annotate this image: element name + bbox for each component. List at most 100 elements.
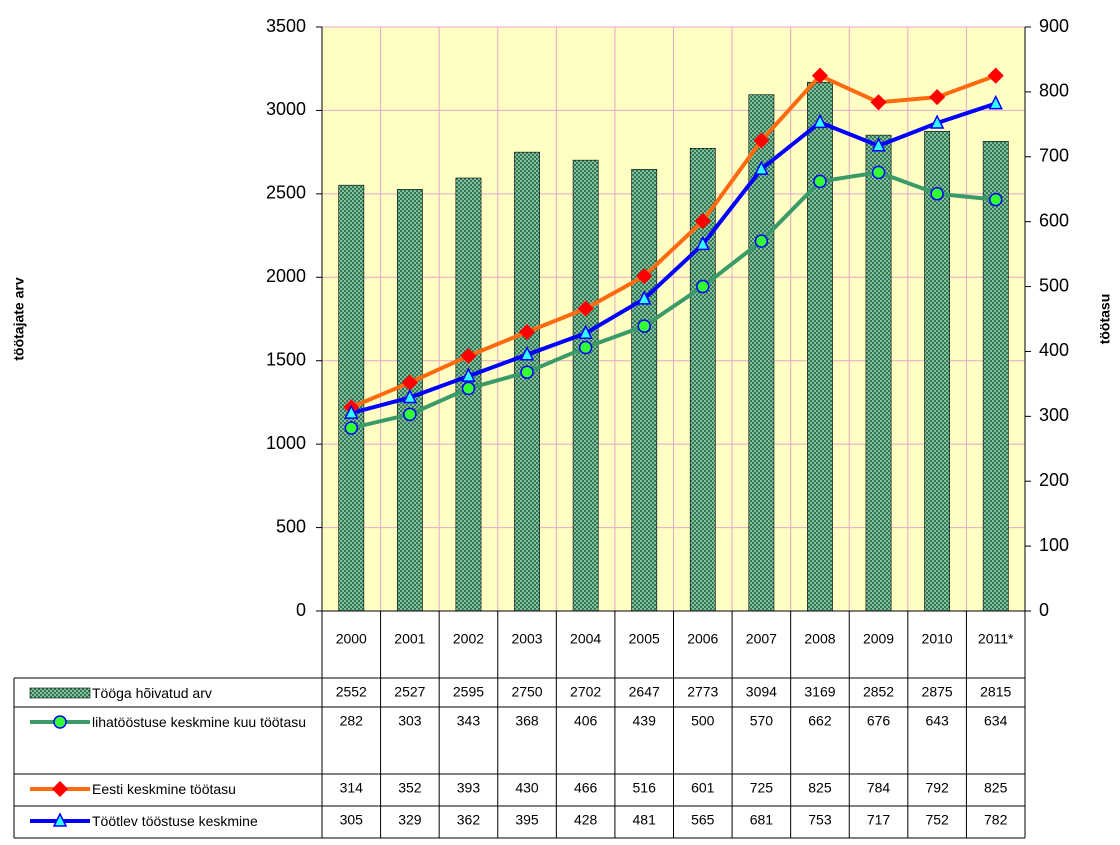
table-value: 681 bbox=[750, 812, 774, 828]
marker bbox=[636, 290, 652, 305]
table-value: 782 bbox=[984, 812, 1008, 828]
table-value: 601 bbox=[691, 780, 715, 796]
legend-label-box: Töötlev tööstuse keskmine bbox=[92, 813, 258, 829]
y-tick-label: 1000 bbox=[266, 433, 306, 453]
table-value: 393 bbox=[457, 780, 481, 796]
line bbox=[350, 73, 997, 410]
category-label: 2006 bbox=[687, 631, 718, 647]
marker bbox=[344, 404, 359, 419]
y-tick-label: 3000 bbox=[266, 99, 306, 119]
table-value: 2773 bbox=[687, 684, 718, 700]
legend-label: lihatööstuse keskmine kuu töötasu bbox=[92, 714, 307, 730]
table-value: 752 bbox=[925, 812, 949, 828]
table-value: 303 bbox=[398, 713, 422, 729]
table-value: 2647 bbox=[629, 684, 660, 700]
marker bbox=[813, 174, 827, 189]
marker bbox=[929, 114, 945, 129]
marker bbox=[694, 212, 711, 230]
marker bbox=[988, 94, 1003, 110]
table-value: 825 bbox=[808, 780, 832, 796]
y2-tick-label: 900 bbox=[1039, 16, 1069, 36]
table-value: 565 bbox=[691, 812, 715, 828]
table-value: 753 bbox=[808, 812, 832, 828]
marker bbox=[871, 165, 886, 180]
marker bbox=[51, 780, 69, 798]
table-value: 466 bbox=[574, 780, 598, 796]
legend-key bbox=[29, 687, 91, 699]
table-value: 725 bbox=[750, 780, 774, 796]
y-tick-label: 1500 bbox=[266, 349, 306, 369]
table-value: 368 bbox=[515, 713, 539, 729]
table-value: 406 bbox=[574, 713, 598, 729]
table-value: 395 bbox=[515, 812, 539, 828]
line bbox=[350, 101, 997, 416]
y2-tick-label: 600 bbox=[1039, 210, 1069, 230]
category-label: 2007 bbox=[746, 631, 777, 647]
y2-tick-label: 200 bbox=[1039, 470, 1069, 490]
table-value: 643 bbox=[925, 713, 949, 729]
table-value: 2527 bbox=[394, 684, 425, 700]
marker bbox=[812, 113, 828, 129]
table-value: 343 bbox=[457, 713, 481, 729]
marker bbox=[53, 715, 67, 729]
y2-tick-label: 700 bbox=[1039, 146, 1069, 166]
bar bbox=[807, 81, 833, 612]
marker bbox=[929, 89, 946, 106]
y-tick-label: 2000 bbox=[266, 266, 306, 286]
table-value: 352 bbox=[398, 780, 422, 796]
y-tick-label: 500 bbox=[276, 516, 306, 536]
marker bbox=[577, 300, 594, 317]
category-label: 2002 bbox=[453, 631, 484, 647]
marker bbox=[518, 323, 536, 341]
table-value: 784 bbox=[867, 780, 891, 796]
category-label: 2010 bbox=[922, 631, 953, 647]
legend-label: Töötlev tööstuse keskmine bbox=[92, 813, 258, 829]
table-value: 305 bbox=[340, 812, 364, 828]
marker bbox=[754, 160, 769, 175]
marker bbox=[871, 137, 886, 152]
marker bbox=[811, 67, 829, 84]
y2-tick-label: 400 bbox=[1039, 340, 1069, 360]
y2-axis-title: töötasu bbox=[1097, 294, 1113, 345]
y2-tick-label: 100 bbox=[1039, 535, 1069, 555]
marker bbox=[870, 94, 887, 111]
y2-tick-label: 0 bbox=[1039, 600, 1049, 620]
table-value: 717 bbox=[867, 812, 891, 828]
marker bbox=[461, 381, 476, 396]
table-value: 500 bbox=[691, 713, 715, 729]
marker bbox=[930, 187, 944, 201]
legend-label: Eesti keskmine töötasu bbox=[92, 781, 236, 797]
category-label: 2008 bbox=[804, 631, 835, 647]
category-label: 2003 bbox=[511, 631, 542, 647]
legend-label-box: Eesti keskmine töötasu bbox=[92, 781, 236, 797]
table-value: 329 bbox=[398, 812, 422, 828]
category-label: 2001 bbox=[394, 631, 425, 647]
table-value: 3094 bbox=[746, 684, 777, 700]
marker bbox=[520, 365, 534, 379]
y-axis-title: töötajate arv bbox=[11, 277, 27, 360]
table-value: 2815 bbox=[980, 684, 1011, 700]
table-value: 3169 bbox=[804, 684, 835, 700]
bar bbox=[924, 130, 951, 612]
marker bbox=[344, 421, 359, 435]
bar bbox=[865, 134, 892, 612]
table-value: 481 bbox=[633, 812, 657, 828]
table-value: 430 bbox=[515, 780, 539, 796]
category-label: 2009 bbox=[863, 631, 894, 647]
bar bbox=[982, 140, 1009, 612]
y-tick-label: 3500 bbox=[266, 16, 306, 36]
marker bbox=[636, 268, 653, 285]
marker bbox=[461, 367, 476, 382]
marker bbox=[695, 235, 711, 251]
table-value: 439 bbox=[633, 713, 657, 729]
bar bbox=[572, 159, 599, 612]
line bbox=[350, 170, 996, 430]
table-value: 825 bbox=[984, 780, 1008, 796]
marker bbox=[988, 192, 1003, 207]
legend-label: Tööga hõivatud arv bbox=[92, 685, 212, 701]
table-value: 2852 bbox=[863, 684, 894, 700]
category-label: 2005 bbox=[629, 631, 660, 647]
y2-tick-label: 500 bbox=[1039, 275, 1069, 295]
y-tick-label: 2500 bbox=[266, 183, 306, 203]
